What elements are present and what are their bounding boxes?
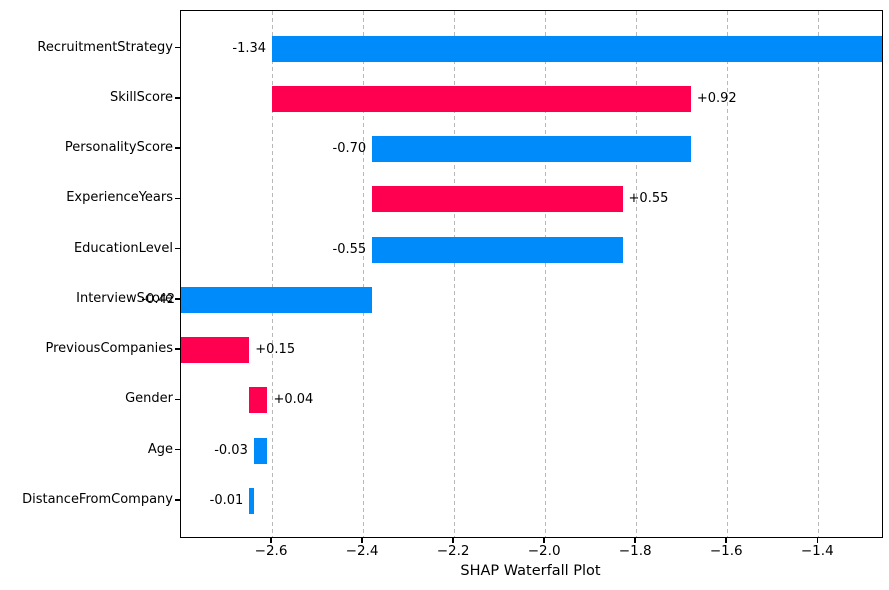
shap-bar-EducationLevel <box>372 236 623 263</box>
x-tick-label: −2.2 <box>436 543 470 559</box>
x-axis-title: SHAP Waterfall Plot <box>460 563 601 579</box>
gridline <box>635 11 637 537</box>
y-tick <box>175 398 180 401</box>
shap-bar-RecruitmentStrategy <box>272 35 882 62</box>
plot-area: -1.34 +0.92 -0.70 +0.55 -0.55 -0.42 +0.15 +0.04… <box>141 10 883 538</box>
bar-value-label: -0.42 <box>141 291 175 307</box>
x-tick-label: −2.0 <box>527 543 561 559</box>
gridline <box>271 11 273 537</box>
y-tick-label-EducationLevel: EducationLevel <box>73 240 173 256</box>
x-tick <box>452 537 454 543</box>
bar-value-label: -0.70 <box>332 141 367 157</box>
y-tick-label-RecruitmentStrategy: RecruitmentStrategy <box>37 39 173 55</box>
y-tick-label-PersonalityScore: PersonalityScore <box>64 140 173 156</box>
bar-value-label: -0.03 <box>214 442 248 458</box>
y-axis: RecruitmentStrategy SkillScore Personality… <box>0 10 173 536</box>
gridline <box>726 11 728 537</box>
y-tick-label-ExperienceYears: ExperienceYears <box>66 190 173 206</box>
shap-bar-Gender <box>249 387 268 414</box>
shap-bar-PreviousCompanies <box>181 337 250 364</box>
x-tick-label: −1.6 <box>709 543 743 559</box>
y-tick-label-SkillScore: SkillScore <box>109 89 173 105</box>
bar-value-label: -1.34 <box>232 40 267 56</box>
gridline <box>453 11 455 537</box>
x-tick-label: −1.8 <box>618 543 652 559</box>
shap-bar-Age <box>253 437 268 464</box>
shap-bar-SkillScore <box>272 85 691 112</box>
y-tick-label-DistanceFromCompany: DistanceFromCompany <box>22 492 173 508</box>
x-tick-label: −2.4 <box>345 543 379 559</box>
y-tick-label-PreviousCompanies: PreviousCompanies <box>45 341 173 357</box>
gridline <box>817 11 819 537</box>
x-tick-label: −1.4 <box>800 543 834 559</box>
bar-value-label: -0.55 <box>332 241 367 257</box>
x-tick <box>725 537 727 543</box>
y-tick <box>175 97 180 99</box>
bar-value-label: -0.01 <box>209 493 244 509</box>
x-tick <box>816 537 819 543</box>
shap-bar-ExperienceYears <box>372 186 623 213</box>
y-tick-label-InterviewScore: InterviewScore <box>76 290 173 306</box>
gridline <box>544 11 546 537</box>
bar-value-label: +0.04 <box>273 392 314 408</box>
bar-value-label: +0.55 <box>628 191 669 207</box>
bar-value-label: +0.15 <box>255 342 296 358</box>
shap-bar-DistanceFromCompany <box>249 488 254 515</box>
x-tick <box>361 537 363 543</box>
y-tick-label-Gender: Gender <box>125 391 173 407</box>
shap-bar-InterviewScore <box>181 286 373 313</box>
y-tick <box>175 499 180 501</box>
y-tick-label-Age: Age <box>147 441 173 457</box>
y-tick <box>175 197 180 200</box>
gridline <box>362 11 364 537</box>
y-tick <box>175 448 180 451</box>
y-tick <box>175 298 180 300</box>
y-tick <box>175 147 180 149</box>
x-tick-label: −2.6 <box>254 543 288 559</box>
y-tick <box>175 348 180 350</box>
shap-bar-PersonalityScore <box>372 136 691 163</box>
bar-value-label: +0.92 <box>696 90 737 106</box>
x-tick <box>634 537 636 543</box>
x-tick <box>543 537 545 543</box>
y-tick <box>175 247 180 250</box>
y-tick <box>175 46 180 49</box>
x-tick <box>270 537 272 543</box>
